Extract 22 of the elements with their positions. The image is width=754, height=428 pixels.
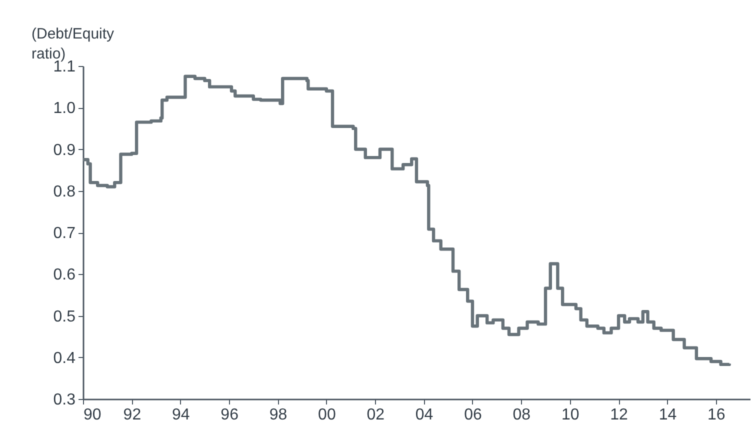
x-tick-label: 92 <box>123 406 142 424</box>
x-tick-label: 98 <box>269 406 288 424</box>
y-tick-label: 0.6 <box>53 266 76 284</box>
x-tick-label: 94 <box>172 406 190 424</box>
y-tick-label: 0.9 <box>53 142 76 159</box>
x-tick-label: 14 <box>658 406 677 424</box>
x-tick-label: 08 <box>512 406 531 424</box>
x-tick-label: 12 <box>610 406 628 424</box>
x-tick-label: 00 <box>318 406 336 424</box>
x-tick-label: 90 <box>84 406 102 424</box>
y-tick-label: 0.7 <box>53 225 76 242</box>
x-tick-label: 04 <box>415 406 434 424</box>
y-tick-label: 0.8 <box>53 183 76 200</box>
x-tick-label: 02 <box>366 406 385 424</box>
y-tick-label: 0.4 <box>53 350 76 367</box>
x-tick-label: 10 <box>561 406 580 424</box>
x-tick-label: 16 <box>708 406 726 424</box>
x-tick-label: 96 <box>220 406 239 424</box>
y-tick-label: 0.5 <box>53 308 76 326</box>
x-tick-label: 06 <box>464 406 482 424</box>
y-tick-label: 0.3 <box>53 392 76 408</box>
y-tick-label: 1.0 <box>53 100 76 118</box>
